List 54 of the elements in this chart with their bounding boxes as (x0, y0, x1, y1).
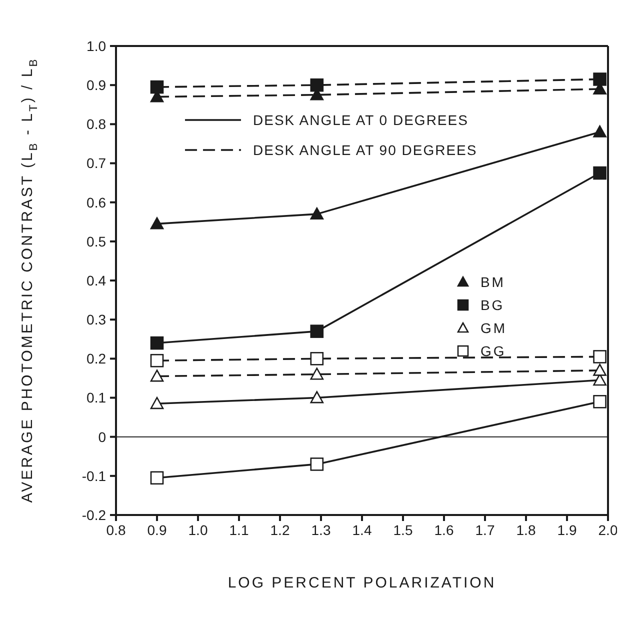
point (150, 217, 164, 230)
x-tick-label: 1.8 (516, 522, 536, 538)
point (150, 336, 164, 350)
y-tick-label: 0.7 (86, 155, 106, 172)
annotation: DESK ANGLE AT 90 DEGREES (253, 142, 478, 158)
x-tick-label: 1.0 (188, 522, 208, 538)
x-tick-label: 1.2 (270, 522, 290, 538)
point (310, 78, 324, 92)
y-tick-label: -0.1 (82, 468, 106, 484)
point (310, 368, 324, 380)
y-tick-label: 0.6 (86, 194, 106, 210)
x-tick-label: 1.9 (557, 522, 577, 538)
x-tick-label: 0.8 (106, 522, 126, 538)
legend-label: GM (480, 320, 507, 336)
y-tick-label: 0 (98, 428, 106, 445)
legend-label: BM (480, 274, 506, 290)
point (150, 354, 164, 368)
x-axis-title: LOG PERCENT POLARIZATION (228, 574, 496, 592)
y-tick-label: 0.8 (86, 116, 106, 132)
x-tick-label: 1.4 (352, 522, 372, 538)
x-tick-label: 2.0 (598, 522, 618, 538)
y-tick-label: 0.4 (86, 272, 106, 288)
point (310, 458, 324, 471)
point (310, 324, 324, 338)
point (150, 396, 164, 410)
annotation: DESK ANGLE AT 0 DEGREES (253, 112, 468, 128)
point (310, 207, 324, 220)
point (150, 370, 164, 382)
y-tick-label: 1.0 (86, 38, 106, 54)
y-tick-label: 0.5 (86, 233, 106, 250)
point (310, 352, 324, 366)
y-tick-label: 0.2 (86, 350, 106, 367)
point (593, 166, 606, 180)
y-tick-label: -0.2 (82, 506, 106, 523)
point (593, 395, 606, 408)
legend-label: BG (480, 296, 505, 312)
x-tick-label: 1.3 (311, 522, 331, 538)
x-tick-label: 1.7 (475, 522, 495, 538)
y-tick-label: 0.1 (86, 390, 106, 406)
point (150, 80, 164, 94)
x-tick-label: 0.9 (147, 522, 167, 538)
point (593, 72, 606, 86)
x-tick-label: 1.6 (434, 522, 454, 538)
point (593, 364, 606, 376)
point (593, 125, 606, 138)
point (593, 350, 606, 364)
y-tick-label: 0.3 (86, 312, 106, 328)
x-tick-label: 1.5 (393, 522, 413, 538)
x-tick-label: 1.1 (229, 522, 249, 538)
legend-label: GG (480, 342, 506, 358)
point (150, 471, 164, 485)
y-tick-label: 0.9 (86, 77, 106, 94)
point (310, 391, 324, 404)
point (593, 374, 606, 386)
